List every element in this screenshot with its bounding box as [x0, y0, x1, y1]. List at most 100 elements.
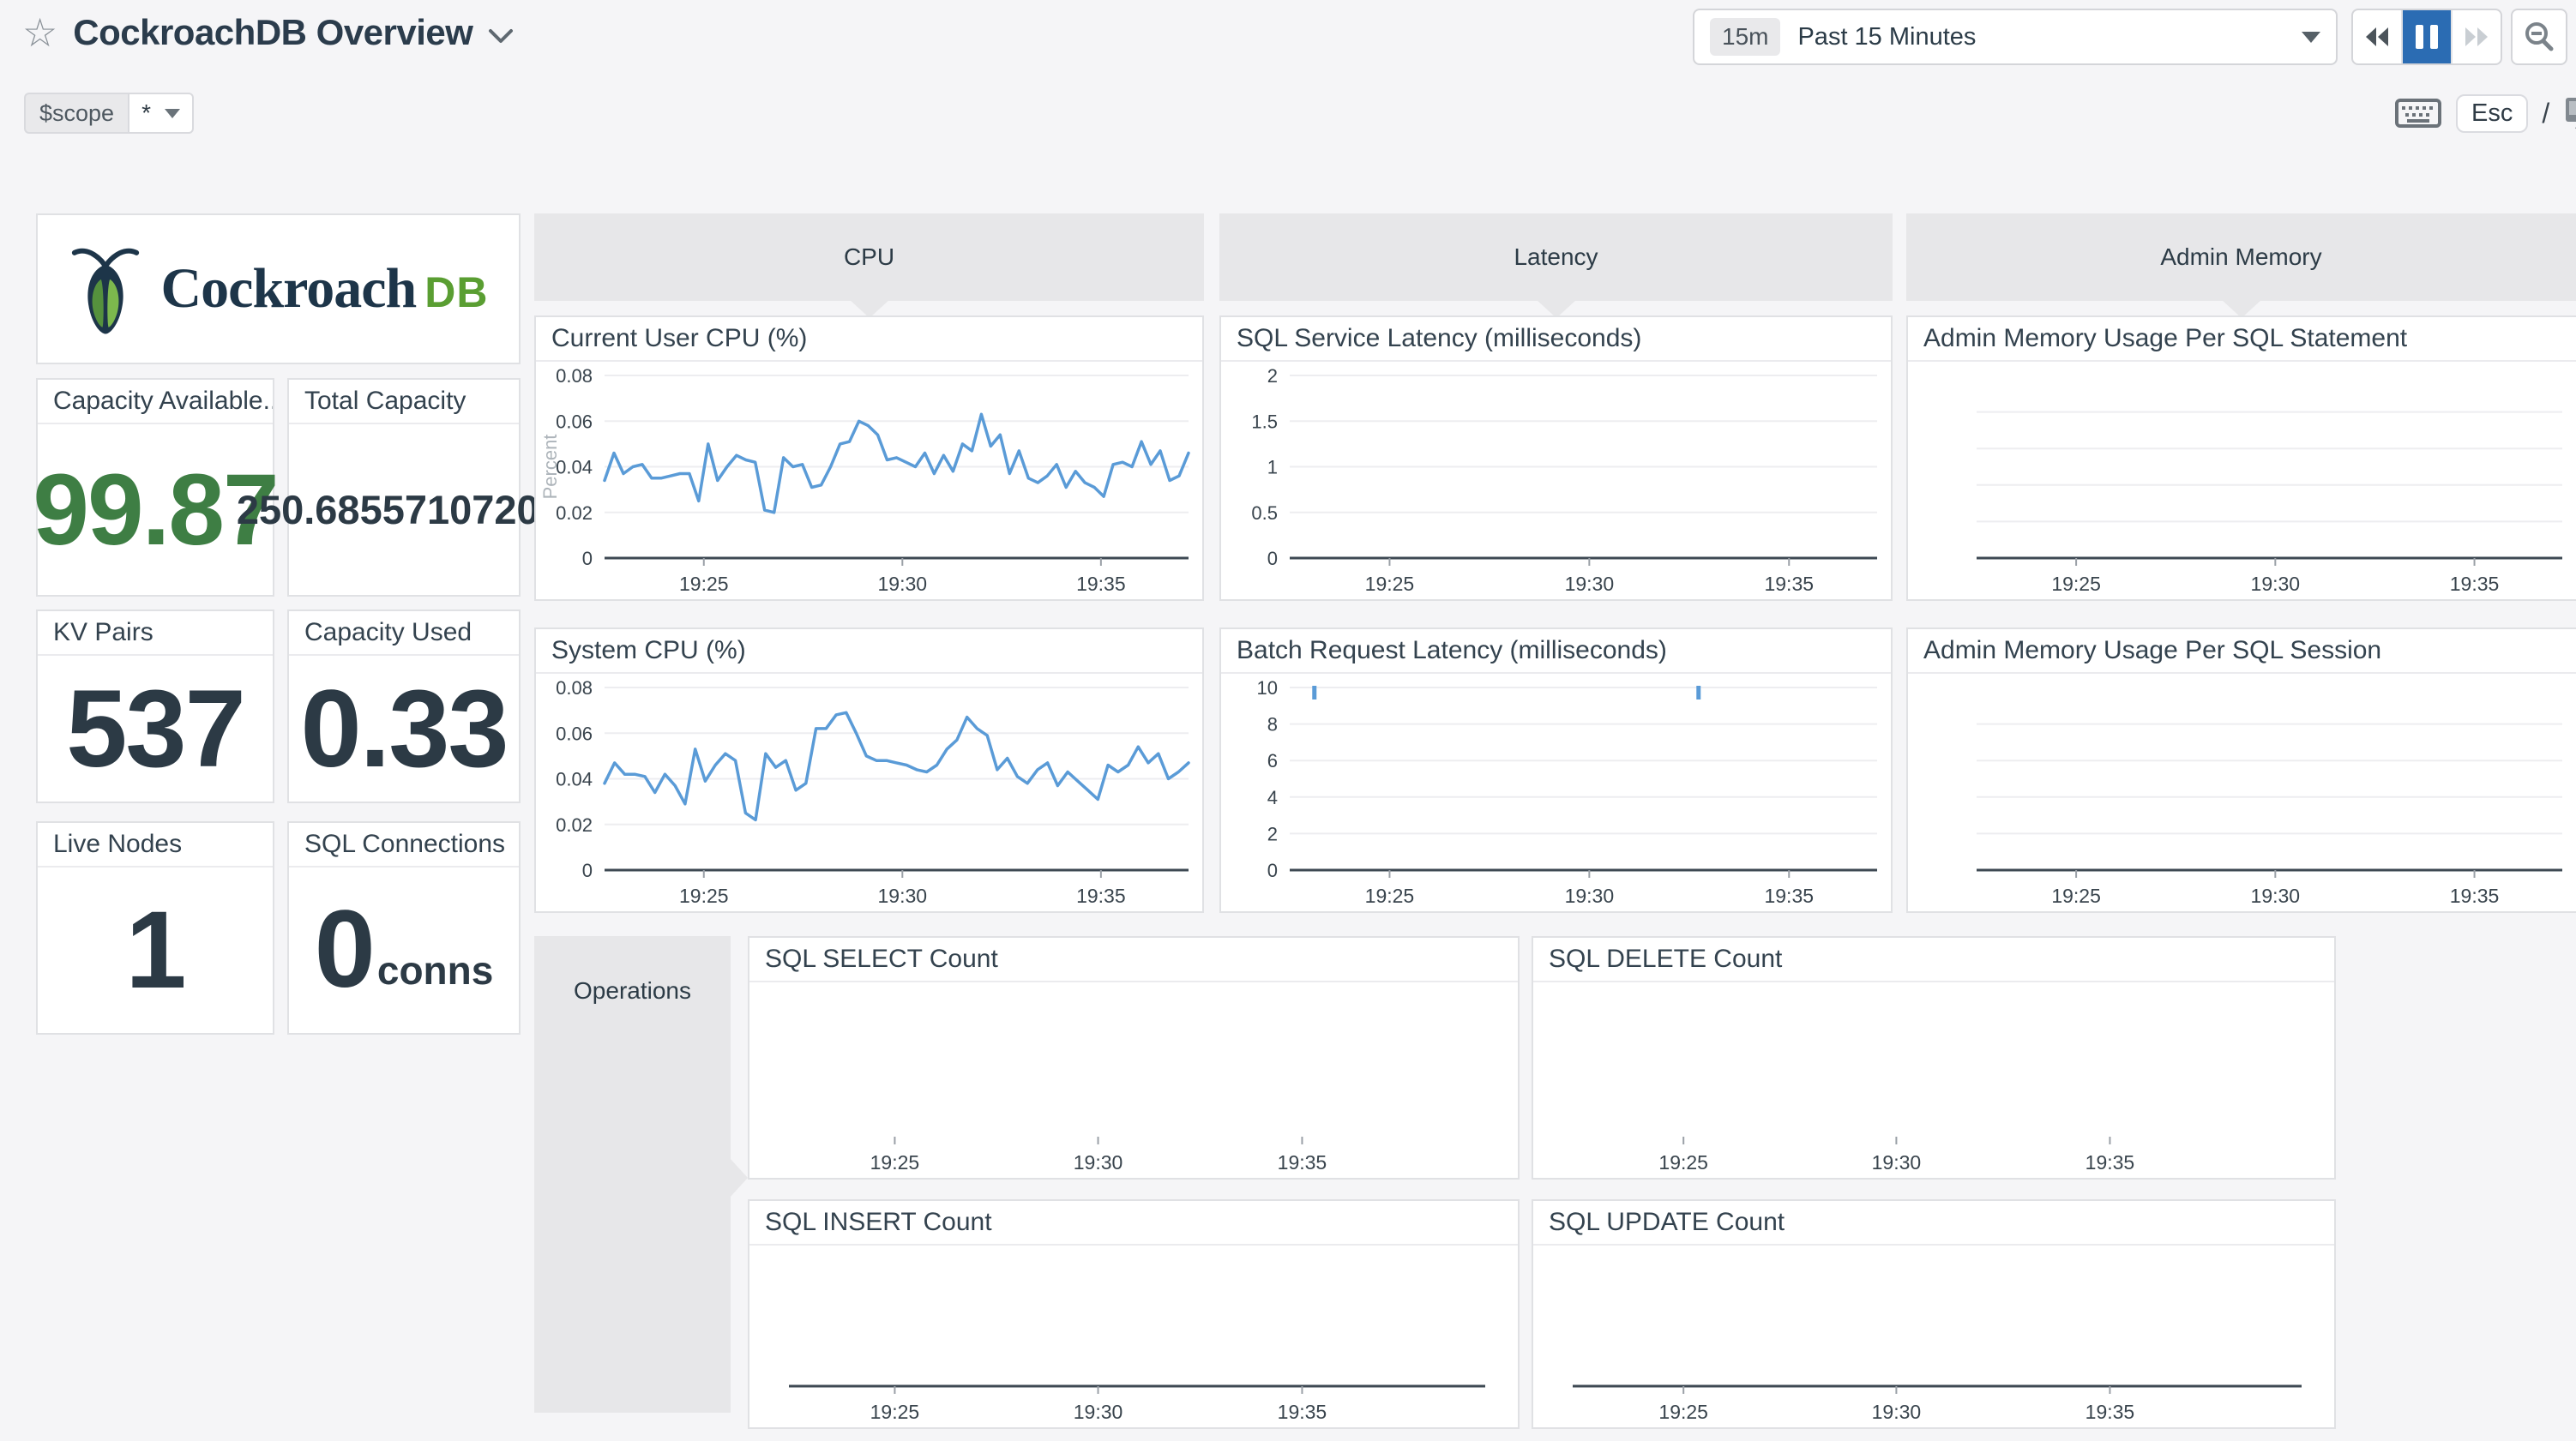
- svg-text:0.06: 0.06: [556, 723, 593, 744]
- panel-batch-request-latency: Batch Request Latency (milliseconds) 0 2 4…: [1219, 627, 1893, 913]
- svg-text:4: 4: [1267, 787, 1278, 808]
- scope-value: *: [141, 99, 151, 126]
- svg-text:19:30: 19:30: [878, 885, 928, 907]
- svg-text:0.5: 0.5: [1251, 502, 1278, 524]
- admin-memory-session-chart[interactable]: 19:25 19:30 19:35: [1908, 674, 2576, 911]
- svg-text:19:35: 19:35: [1764, 885, 1814, 907]
- stat-capacity-used: Capacity Used 0.33: [287, 609, 521, 803]
- svg-text:19:25: 19:25: [1658, 1401, 1708, 1423]
- svg-text:0: 0: [582, 548, 593, 569]
- chart-title: SQL UPDATE Count: [1533, 1201, 2334, 1246]
- group-header-tail: [848, 299, 890, 318]
- svg-text:19:35: 19:35: [2450, 573, 2500, 595]
- dropdown-caret-icon: [164, 108, 180, 118]
- chart-title: Batch Request Latency (milliseconds): [1221, 629, 1891, 674]
- stat-value: 1: [125, 889, 186, 1012]
- fast-forward-icon: [2465, 27, 2488, 46]
- panel-admin-memory-statement: Admin Memory Usage Per SQL Statement 19:…: [1906, 315, 2576, 601]
- panel-current-user-cpu: Current User CPU (%) 0 0.02 0.04 0.06 0.08 19…: [534, 315, 1204, 601]
- stat-label: KV Pairs: [38, 611, 273, 656]
- group-header-tail: [729, 1157, 748, 1198]
- time-range-badge: 15m: [1710, 18, 1781, 56]
- svg-text:19:30: 19:30: [2251, 885, 2301, 907]
- sql-update-count-chart[interactable]: 19:25 19:30 19:35: [1533, 1246, 2334, 1427]
- chart-title: Current User CPU (%): [536, 317, 1202, 362]
- group-header-tail: [2220, 299, 2262, 318]
- svg-text:0: 0: [582, 860, 593, 881]
- stat-kv-pairs: KV Pairs 537: [36, 609, 274, 803]
- group-title: CPU: [843, 243, 895, 270]
- chart-title: SQL DELETE Count: [1533, 938, 2334, 982]
- time-range-selector[interactable]: 15m Past 15 Minutes: [1693, 9, 2338, 65]
- batch-request-latency-chart[interactable]: 0 2 4 6 8 10 19:25 19:30 19:35: [1221, 674, 1891, 911]
- stat-total-capacity: Total Capacity 250.6855710720 GB: [237, 378, 571, 597]
- group-header-latency: Latency: [1219, 213, 1893, 318]
- group-title: Operations: [574, 977, 691, 1004]
- svg-text:Percent: Percent: [539, 435, 561, 500]
- admin-memory-statement-chart[interactable]: 19:25 19:30 19:35: [1908, 362, 2576, 599]
- playback-controls: [2351, 9, 2502, 65]
- svg-text:19:25: 19:25: [679, 573, 729, 595]
- esc-key-button[interactable]: Esc: [2456, 93, 2529, 133]
- stat-label: SQL Connections: [289, 823, 519, 868]
- template-variable-scope: $scope *: [24, 93, 194, 134]
- svg-text:19:30: 19:30: [878, 573, 928, 595]
- panel-sql-select-count: SQL SELECT Count 19:25 19:30 19:35: [748, 936, 1520, 1180]
- svg-text:1.5: 1.5: [1251, 411, 1278, 432]
- panel-system-cpu: System CPU (%) 0 0.02 0.04 0.06 0.08 19:25 19:…: [534, 627, 1204, 913]
- svg-text:6: 6: [1267, 750, 1278, 772]
- keyboard-shortcut-tools: Esc /: [2394, 89, 2576, 137]
- tv-mode-icon[interactable]: [2563, 94, 2576, 132]
- chart-title: Admin Memory Usage Per SQL Session: [1908, 629, 2576, 674]
- svg-text:0.02: 0.02: [556, 814, 593, 836]
- svg-text:19:35: 19:35: [1278, 1151, 1327, 1174]
- chevron-down-icon[interactable]: [488, 28, 514, 45]
- svg-text:0.06: 0.06: [556, 411, 593, 432]
- cockroachdb-logo-card: Cockroach DB: [36, 213, 521, 364]
- svg-text:19:35: 19:35: [1076, 885, 1126, 907]
- stat-live-nodes: Live Nodes 1: [36, 821, 274, 1035]
- svg-text:0.04: 0.04: [556, 457, 593, 478]
- svg-text:0.08: 0.08: [556, 677, 593, 699]
- panel-sql-service-latency: SQL Service Latency (milliseconds) 0 0.5 1…: [1219, 315, 1893, 601]
- svg-text:19:30: 19:30: [1074, 1401, 1123, 1423]
- sql-select-count-chart[interactable]: 19:25 19:30 19:35: [749, 982, 1518, 1178]
- svg-text:19:30: 19:30: [1872, 1151, 1922, 1174]
- panel-sql-update-count: SQL UPDATE Count 19:25 19:30 19:35: [1532, 1199, 2336, 1429]
- favorite-star-icon[interactable]: ☆: [22, 10, 58, 55]
- svg-text:0: 0: [1267, 548, 1278, 569]
- panel-sql-insert-count: SQL INSERT Count 19:25 19:30 19:35: [748, 1199, 1520, 1429]
- svg-text:19:25: 19:25: [1658, 1151, 1708, 1174]
- keyboard-icon[interactable]: [2394, 95, 2442, 131]
- system-cpu-chart[interactable]: 0 0.02 0.04 0.06 0.08 19:25 19:30 19:35: [536, 674, 1202, 911]
- group-header-admin-memory: Admin Memory: [1906, 213, 2576, 318]
- group-header-operations: Operations: [534, 936, 748, 1413]
- zoom-out-button[interactable]: [2511, 9, 2567, 65]
- svg-text:10: 10: [1257, 677, 1278, 699]
- stat-value: 537: [66, 667, 246, 790]
- rewind-button[interactable]: [2353, 10, 2401, 63]
- stat-capacity-available: Capacity Available... 99.87: [33, 378, 280, 597]
- dashboard-header: ☆ CockroachDB Overview: [22, 12, 514, 53]
- cockroach-bug-icon: [71, 248, 139, 334]
- chart-title: SQL Service Latency (milliseconds): [1221, 317, 1891, 362]
- stat-value: 0: [314, 887, 376, 1011]
- svg-text:1: 1: [1267, 457, 1278, 478]
- sql-delete-count-chart[interactable]: 19:25 19:30 19:35: [1533, 982, 2334, 1178]
- svg-text:19:30: 19:30: [1565, 573, 1615, 595]
- svg-text:19:30: 19:30: [2251, 573, 2301, 595]
- logo-db-text: DB: [424, 268, 489, 316]
- fast-forward-button[interactable]: [2451, 10, 2501, 63]
- group-header-cpu: CPU: [534, 213, 1204, 318]
- stat-label: Total Capacity: [289, 380, 519, 424]
- current-user-cpu-chart[interactable]: 0 0.02 0.04 0.06 0.08 19:25 19:30 19:35 Percent: [536, 362, 1202, 599]
- dropdown-caret-icon: [2302, 31, 2320, 43]
- sql-service-latency-chart[interactable]: 0 0.5 1 1.5 2 19:25 19:30 19:35: [1221, 362, 1891, 599]
- group-header-tail: [1535, 299, 1577, 318]
- svg-text:19:35: 19:35: [1764, 573, 1814, 595]
- pause-button[interactable]: [2401, 10, 2451, 63]
- scope-value-dropdown[interactable]: *: [128, 93, 194, 134]
- stat-value: 99.87: [33, 453, 279, 567]
- svg-text:0: 0: [1267, 860, 1278, 881]
- sql-insert-count-chart[interactable]: 19:25 19:30 19:35: [749, 1246, 1518, 1427]
